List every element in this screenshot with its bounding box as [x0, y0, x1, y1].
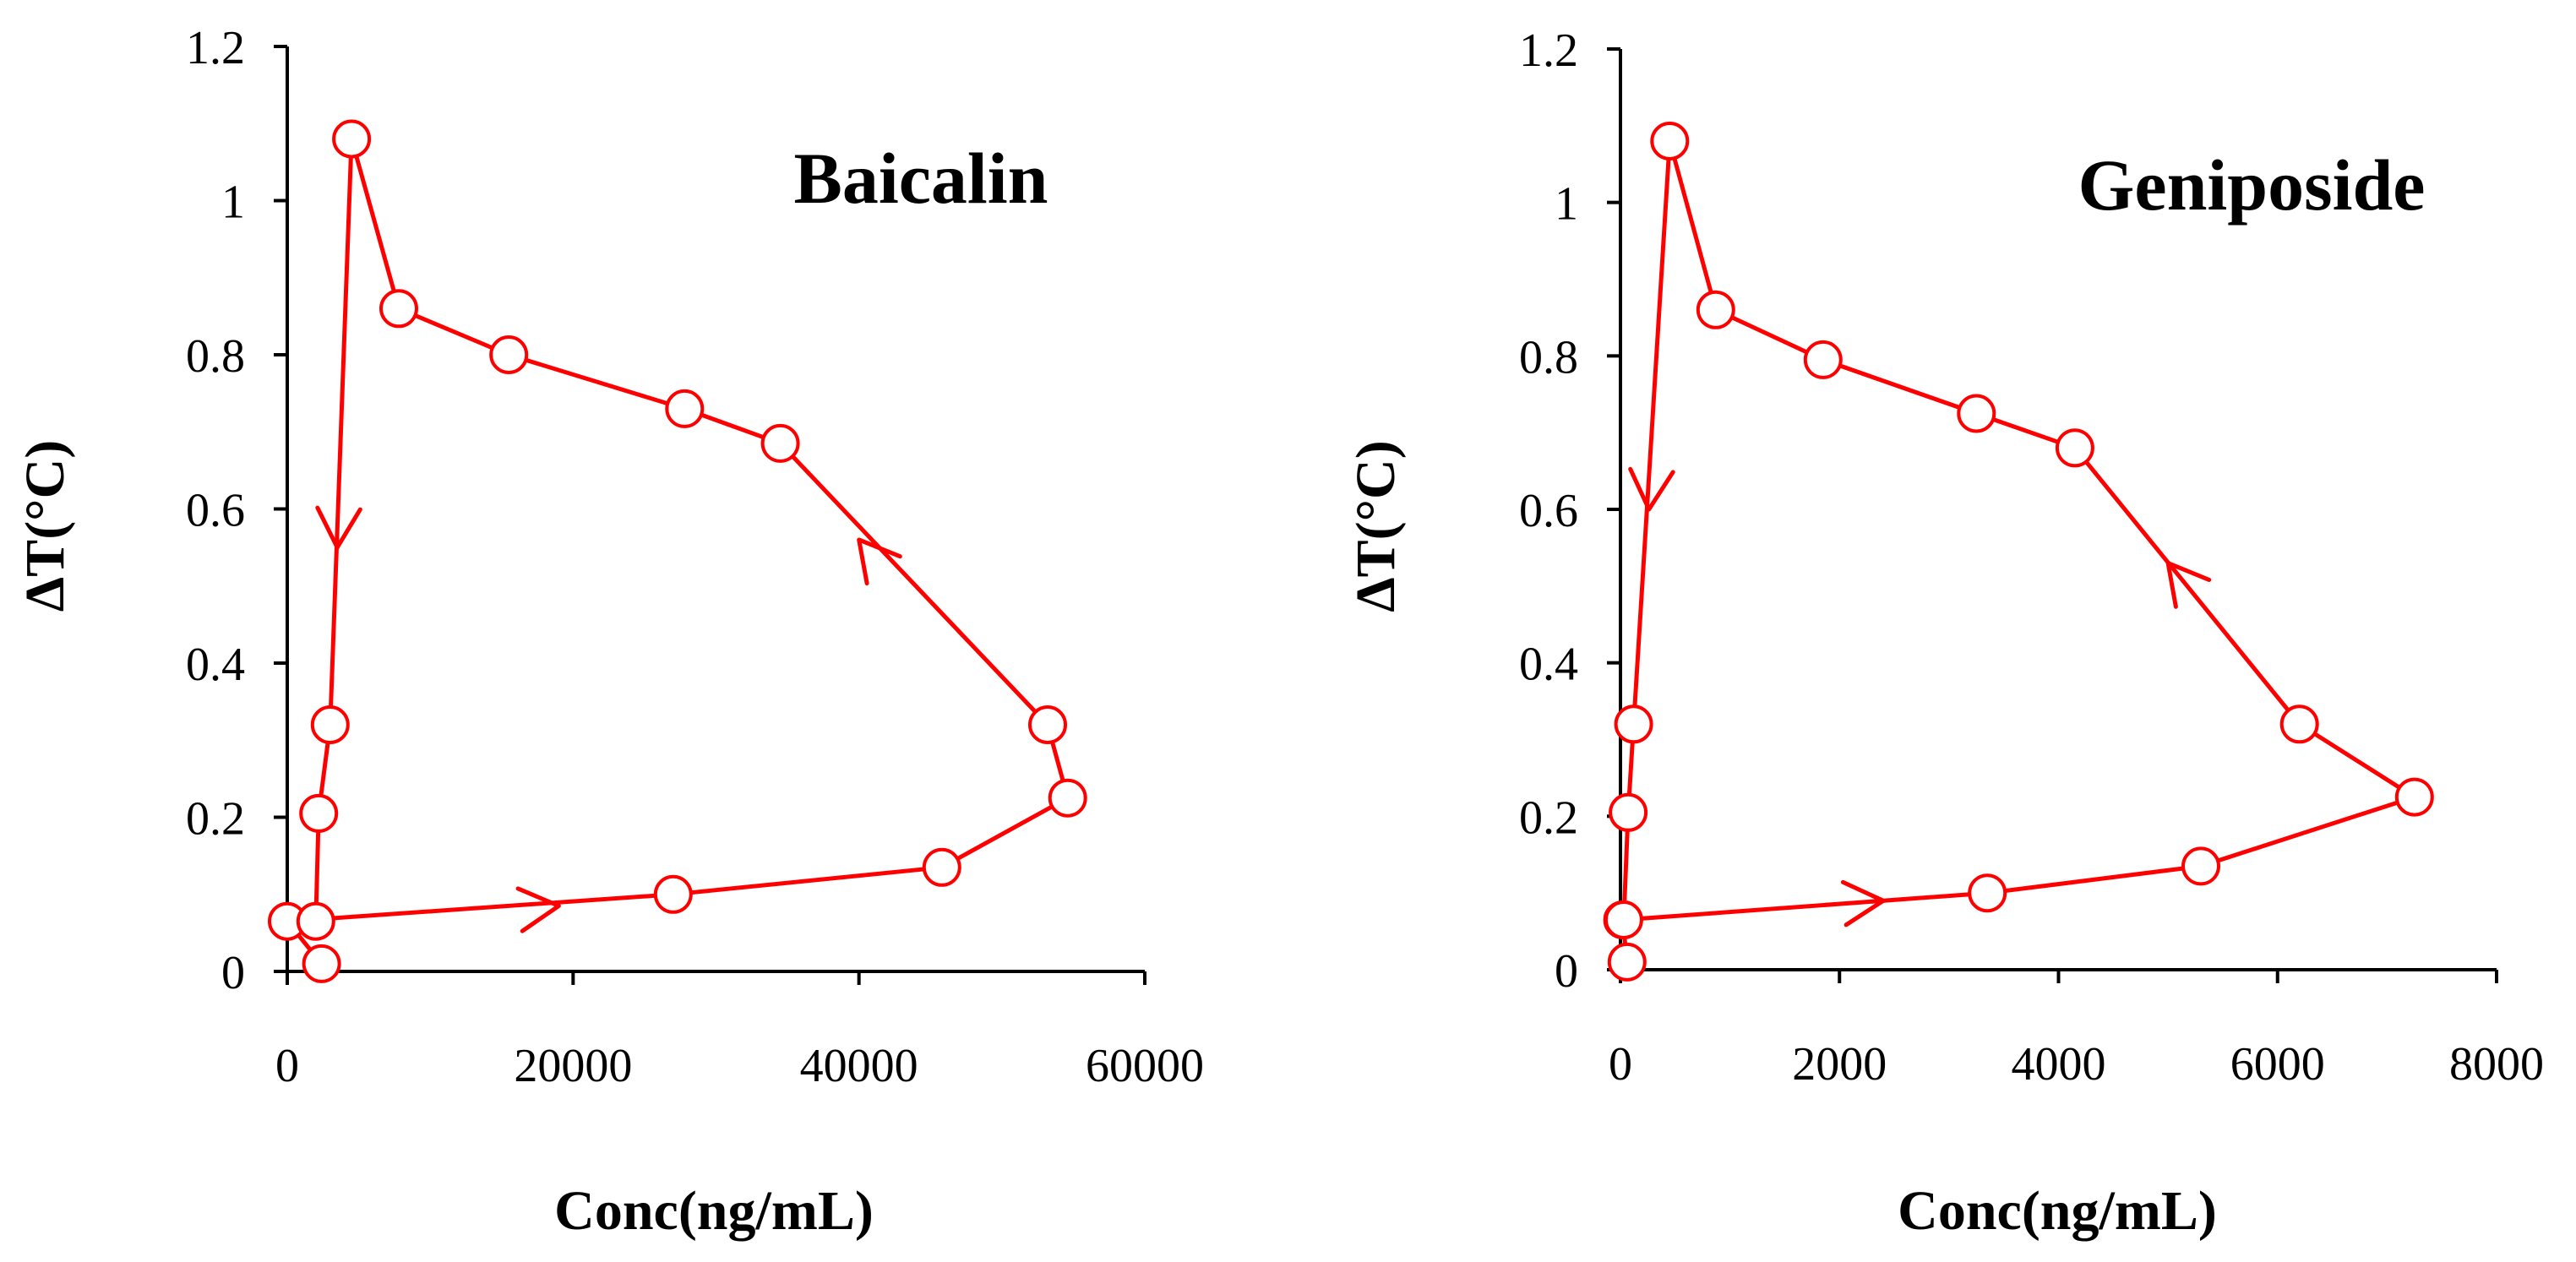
geniposide-data-point — [1614, 704, 1653, 744]
baicalin-title: Baicalin — [793, 138, 1048, 219]
geniposide-x-tick-label: 0 — [1609, 1038, 1632, 1091]
geniposide-title: Geniposide — [2078, 144, 2426, 226]
baicalin-data-point — [1028, 705, 1067, 744]
geniposide-direction-arrow — [2165, 561, 2212, 609]
baicalin-y-tick-label: 1 — [221, 177, 245, 229]
baicalin-data-point — [299, 793, 339, 833]
baicalin-direction-arrow — [315, 505, 362, 550]
geniposide-y-tick-label: 0.6 — [1519, 485, 1578, 537]
geniposide-data-point — [2394, 777, 2434, 817]
geniposide-data-point — [1968, 873, 2007, 913]
geniposide-y-axis-label: ΔT(°C) — [1345, 440, 1407, 612]
baicalin-data-point — [653, 874, 693, 914]
baicalin-ticks: 0 0.2 0.4 0.6 0.8 1 1.2 0 20000 40000 60000 — [186, 22, 1204, 1092]
geniposide-x-tick-label: 4000 — [2012, 1038, 2106, 1091]
geniposide-y-tick-label: 1 — [1555, 178, 1578, 231]
baicalin-data-point — [310, 705, 350, 744]
baicalin-y-tick-label: 0.4 — [186, 639, 245, 691]
geniposide-direction-arrow — [1628, 466, 1675, 512]
baicalin-y-tick-label: 1.2 — [186, 22, 245, 74]
geniposide-series-line — [1620, 139, 2417, 963]
baicalin-data-point — [665, 389, 705, 428]
baicalin-direction-arrow — [515, 886, 561, 933]
baicalin-series-line — [285, 137, 1070, 966]
geniposide-y-tick-label: 0 — [1555, 945, 1578, 998]
baicalin-x-tick-label: 20000 — [514, 1040, 632, 1092]
baicalin-x-tick-label: 60000 — [1086, 1040, 1204, 1092]
geniposide-y-tick-label: 0.8 — [1519, 331, 1578, 383]
geniposide-data-point — [1607, 942, 1647, 982]
baicalin-data-point — [379, 289, 418, 329]
baicalin-direction-arrow — [857, 537, 902, 586]
baicalin-x-axis-label: Conc(ng/mL) — [554, 1180, 874, 1242]
geniposide-data-point — [1604, 900, 1643, 939]
baicalin-markers — [268, 119, 1087, 983]
baicalin-x-tick-label: 40000 — [800, 1040, 918, 1092]
baicalin-x-tick-label: 0 — [275, 1040, 299, 1092]
geniposide-y-tick-label: 0.2 — [1519, 791, 1578, 844]
baicalin-y-axis-label: ΔT(°C) — [14, 440, 76, 612]
geniposide-data-point — [2055, 428, 2094, 468]
baicalin-chart: 0 0.2 0.4 0.6 0.8 1 1.2 0 20000 40000 60000 Baical… — [14, 22, 1204, 1242]
baicalin-direction-arrows — [315, 505, 902, 933]
geniposide-markers — [1603, 122, 2434, 982]
geniposide-data-point — [2181, 846, 2220, 886]
geniposide-data-point — [1957, 394, 1996, 433]
baicalin-data-point — [922, 847, 961, 887]
baicalin-y-tick-label: 0.8 — [186, 330, 245, 383]
geniposide-data-point — [1609, 792, 1648, 832]
geniposide-x-tick-label: 6000 — [2230, 1038, 2325, 1091]
baicalin-y-tick-label: 0.6 — [186, 485, 245, 537]
baicalin-data-point — [1048, 778, 1087, 818]
geniposide-y-tick-label: 0.4 — [1519, 639, 1578, 691]
geniposide-data-point — [1650, 122, 1690, 160]
baicalin-y-tick-label: 0.2 — [186, 793, 245, 846]
geniposide-x-axis-label: Conc(ng/mL) — [1898, 1180, 2217, 1242]
geniposide-direction-arrow — [1840, 879, 1886, 927]
baicalin-y-tick-label: 0 — [221, 947, 245, 999]
geniposide-x-tick-label: 2000 — [1792, 1038, 1887, 1091]
geniposide-chart: 0 0.2 0.4 0.6 0.8 1 1.2 0 2000 4000 6000 8000 Genip… — [1345, 24, 2544, 1242]
geniposide-data-point — [1696, 290, 1735, 329]
baicalin-data-point — [489, 335, 529, 374]
geniposide-y-tick-label: 1.2 — [1519, 24, 1578, 77]
geniposide-x-tick-label: 8000 — [2449, 1038, 2544, 1091]
geniposide-data-point — [1803, 340, 1843, 379]
geniposide-data-point — [2279, 704, 2319, 744]
baicalin-data-point — [760, 423, 800, 463]
baicalin-data-point — [302, 944, 341, 983]
baicalin-data-point — [296, 901, 335, 941]
baicalin-data-point — [332, 119, 372, 159]
geniposide-direction-arrows — [1628, 466, 2212, 927]
